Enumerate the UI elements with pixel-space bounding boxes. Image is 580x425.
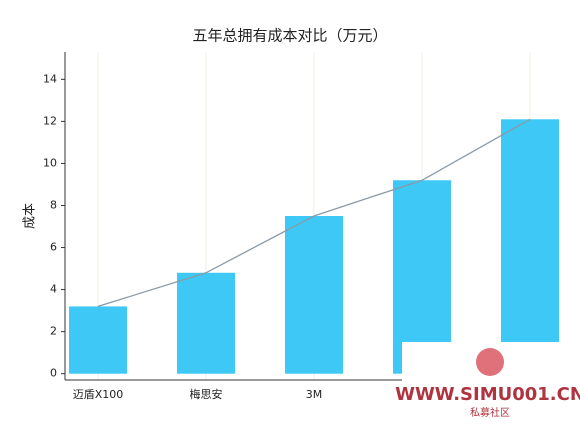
x-tick-label: 3M — [306, 388, 323, 401]
bar — [285, 216, 343, 374]
bar — [501, 119, 559, 374]
watermark-text: WWW.SIMU001.CN — [395, 384, 580, 405]
watermark-logo — [476, 348, 504, 376]
x-tick-label: 梅思安 — [190, 387, 223, 401]
chart-title: 五年总拥有成本对比（万元） — [192, 27, 387, 45]
y-axis-label: 成本 — [23, 203, 38, 229]
bar — [69, 306, 127, 374]
watermark-subtext: 私募社区 — [470, 406, 510, 419]
trend-line — [97, 118, 531, 308]
y-tick-label: 2 — [50, 325, 57, 338]
y-tick-label: 4 — [50, 283, 57, 296]
y-tick-label: 14 — [43, 72, 57, 85]
y-tick-label: 0 — [50, 367, 57, 380]
bar — [177, 272, 235, 374]
x-tick-label: 迈盾X100 — [73, 388, 124, 401]
y-tick-label: 8 — [50, 198, 57, 211]
y-tick-label: 6 — [50, 241, 57, 254]
bar — [393, 180, 451, 374]
y-tick-label: 12 — [43, 114, 57, 127]
y-tick-label: 10 — [43, 156, 57, 169]
